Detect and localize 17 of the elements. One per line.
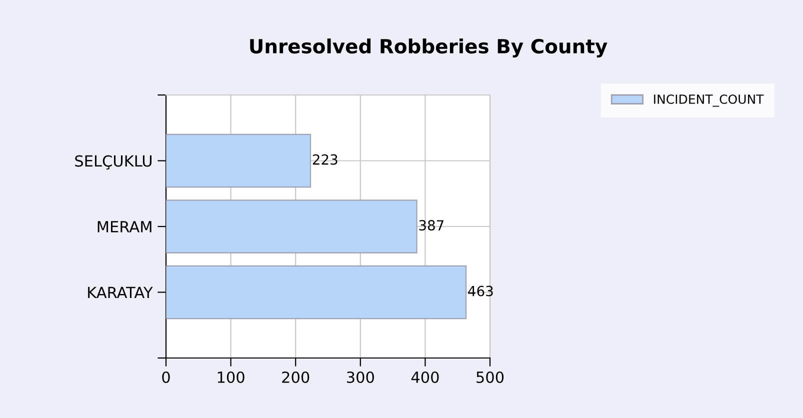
chart-title: Unresolved Robberies By County (250, 38, 608, 58)
bar (166, 200, 418, 254)
x-tick-label: 100 (218, 371, 244, 384)
legend-label: INCIDENT_COUNT (654, 94, 764, 107)
x-tick-label: 0 (162, 371, 170, 384)
data-label: 223 (312, 154, 338, 165)
x-tick-label: 300 (346, 371, 374, 384)
x-tick-label: 400 (411, 371, 439, 384)
y-tick-label: KARATAY (88, 286, 153, 298)
bar (166, 134, 312, 188)
y-tick-label: SELÇUKLU (75, 155, 152, 170)
data-label: 463 (468, 286, 493, 296)
x-tick-label: 200 (282, 371, 310, 384)
x-tick-label: 500 (476, 371, 504, 384)
bar (166, 265, 467, 320)
data-label: 387 (419, 220, 444, 231)
y-tick-label: MERAM (98, 221, 152, 232)
